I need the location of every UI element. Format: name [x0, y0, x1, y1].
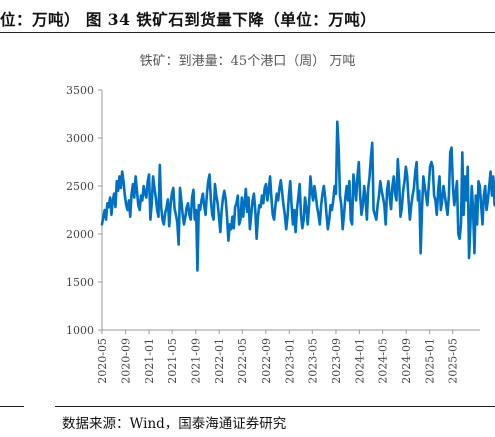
y-tick-label: 3000: [66, 132, 94, 145]
x-tick-label: 2024-09: [400, 338, 413, 384]
x-tick-label: 2021-05: [166, 338, 179, 384]
series-line-0: [100, 120, 495, 272]
y-tick-label: 2500: [66, 180, 94, 193]
y-tick-label: 1500: [66, 276, 94, 289]
y-tick-label: 2000: [66, 228, 94, 241]
y-axis: 1000 1500 2000 2500 3000 3500: [66, 84, 103, 337]
x-axis: 2020-05 2020-09 2021-01 2021-05 2021-09 2022-…: [96, 329, 480, 384]
footer-divider: [55, 406, 495, 407]
x-tick-label: 2023-05: [306, 338, 319, 384]
footer-divider-left: [0, 406, 24, 407]
x-tick-label: 2022-09: [260, 338, 273, 384]
x-tick-label: 2021-01: [143, 338, 156, 384]
x-tick-label: 2024-01: [353, 338, 366, 384]
x-tick-label: 2024-05: [377, 338, 390, 384]
x-tick-label: 2020-05: [96, 338, 109, 384]
x-tick-label: 2025-05: [447, 338, 460, 384]
x-tick-label: 2022-05: [236, 338, 249, 384]
x-tick-label: 2022-01: [213, 338, 226, 384]
header-divider: [0, 32, 495, 33]
x-tick-label: 2021-09: [190, 338, 203, 384]
report-figure-title: 位：万吨） 图 34 铁矿石到货量下降（单位：万吨）: [0, 10, 377, 29]
x-tick-label: 2020-09: [120, 338, 133, 384]
series-layer: [100, 120, 495, 272]
y-tick-label: 1000: [66, 324, 94, 337]
data-source-note: 数据来源：Wind，国泰海通证券研究: [62, 416, 287, 432]
x-tick-label: 2023-01: [283, 338, 296, 384]
y-tick-label: 3500: [66, 84, 94, 97]
x-tick-label: 2025-01: [424, 338, 437, 384]
chart-title: 铁矿：到港量：45个港口（周） 万吨: [139, 54, 356, 69]
x-tick-label: 2023-09: [330, 338, 343, 384]
